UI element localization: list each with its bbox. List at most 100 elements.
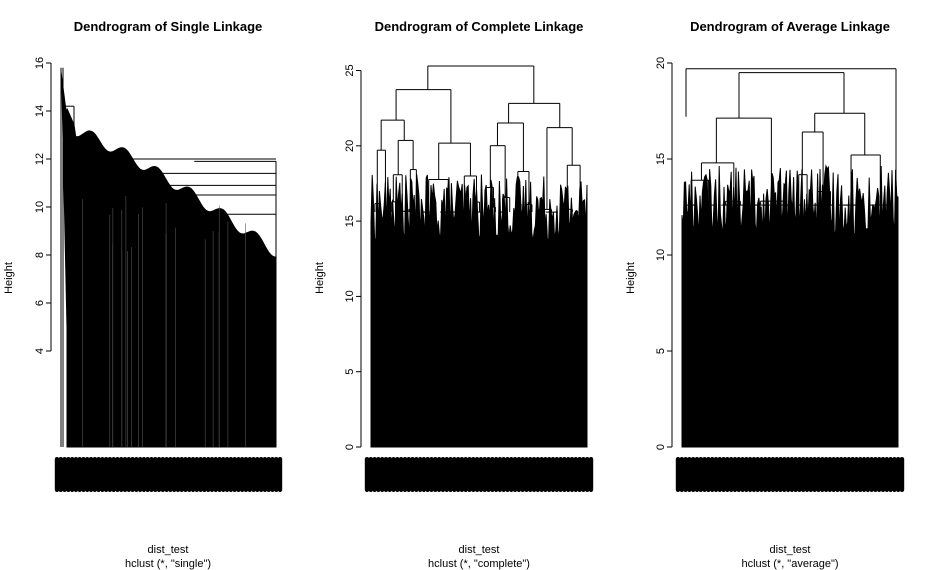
leaf-label: [209, 457, 215, 492]
dendrogram-marks: [60, 67, 277, 448]
merge-wedge: [61, 67, 69, 448]
leaf-label: [179, 457, 184, 492]
x-axis-label: dist_test: [459, 544, 500, 556]
leaf-label: [88, 457, 94, 492]
leaf-label: [835, 457, 840, 492]
leaf-label: [573, 457, 579, 492]
leaf-label: [850, 457, 855, 492]
leaf-label: [816, 457, 821, 492]
leaf-label: [839, 457, 844, 492]
leaf-label: [694, 457, 700, 492]
leaf-label: [126, 457, 132, 492]
leaf-label: [467, 457, 472, 492]
y-axis: 4 6 8 10 12 14 16: [34, 57, 52, 354]
leaf-label: [236, 457, 241, 492]
leaf-label: [713, 457, 719, 492]
leaf-label: [474, 457, 480, 492]
leaf-label: [687, 457, 692, 492]
leaf-label: [251, 457, 256, 492]
panel-title: Dendrogram of Average Linkage: [690, 19, 890, 34]
leaf-label: [111, 457, 116, 492]
leaf-label: [149, 457, 154, 492]
leaf-label: [240, 457, 245, 492]
y-tick-label: 5: [344, 369, 356, 375]
leaf-label: [463, 457, 468, 492]
leaf-label: [387, 457, 392, 492]
leaf-label: [402, 457, 408, 492]
leaf-label: [103, 457, 109, 492]
leaf-label: [512, 457, 518, 492]
leaf-label: [801, 457, 806, 492]
leaf-label: [69, 457, 75, 492]
y-tick-label: 10: [344, 290, 356, 302]
leaf-label: [62, 457, 67, 492]
leaf-label: [96, 457, 101, 492]
leaf-label: [740, 457, 745, 492]
leaf-label: [501, 457, 506, 492]
y-tick-label: 10: [655, 249, 667, 261]
leaf-label: [535, 457, 541, 492]
leaf-label: [58, 457, 63, 492]
leaf-label: [122, 457, 128, 492]
leaf-label: [831, 457, 836, 492]
leaf-label: [270, 457, 275, 492]
leaf-label: [721, 457, 726, 492]
leaf-label: [562, 457, 567, 492]
leaf-label: [478, 457, 484, 492]
leaf-label: [698, 457, 703, 492]
leaf-label: [858, 457, 863, 492]
leaf-label: [190, 457, 196, 492]
x-axis-label: dist_test: [770, 544, 811, 556]
leaf-label: [141, 457, 147, 492]
leaf-label: [554, 457, 560, 492]
leaf-label: [884, 457, 890, 492]
leaf-label: [164, 457, 169, 492]
dendrogram-marks: [370, 65, 588, 448]
leaf-label: [452, 457, 457, 492]
leaf-label: [785, 457, 791, 492]
leaf-label: [490, 457, 495, 492]
y-tick-label: 4: [34, 348, 46, 354]
leaf-label: [115, 457, 120, 492]
leaf-label: [842, 457, 848, 492]
leaf-label: [436, 457, 442, 492]
leaf-mass: [66, 108, 277, 448]
leaf-label: [880, 457, 886, 492]
leaf-label: [255, 457, 260, 492]
leaf-label: [585, 457, 590, 492]
leaf-label: [744, 457, 749, 492]
y-tick-label: 20: [344, 140, 356, 152]
panel-title: Dendrogram of Single Linkage: [74, 19, 263, 34]
leaf-label: [683, 457, 688, 492]
leaf-label: [550, 457, 556, 492]
y-axis-label: Height: [3, 262, 15, 294]
leaf-label: [823, 457, 829, 492]
y-tick-label: 20: [655, 57, 667, 69]
leaf-label: [861, 457, 867, 492]
leaf-label: [797, 457, 802, 492]
leaf-label: [379, 457, 385, 492]
leaf-label: [54, 457, 60, 492]
leaf-label: [171, 457, 177, 492]
leaf-label: [198, 457, 203, 492]
leaf-label: [391, 457, 396, 492]
leaf-label: [896, 457, 901, 492]
leaf-label: [224, 457, 230, 492]
leaf-label: [228, 457, 234, 492]
y-tick-label: 5: [655, 348, 667, 354]
y-tick-label: 14: [34, 105, 46, 117]
leaf-label: [520, 457, 525, 492]
leaf-label-band: [364, 457, 594, 492]
method-sublabel: hclust (*, "average"): [741, 558, 838, 570]
leaf-label: [107, 457, 113, 492]
leaf-label: [747, 457, 753, 492]
y-tick-label: 12: [34, 153, 46, 165]
leaf-label: [717, 457, 722, 492]
leaf-label: [277, 457, 283, 492]
leaf-label: [448, 457, 453, 492]
leaf-label: [274, 457, 279, 492]
panel-complete-linkage: Dendrogram of Complete Linkage 0 5 10 15 20 2…: [314, 19, 594, 570]
leaf-label: [175, 457, 181, 492]
leaf-label: [820, 457, 825, 492]
leaf-label: [429, 457, 434, 492]
